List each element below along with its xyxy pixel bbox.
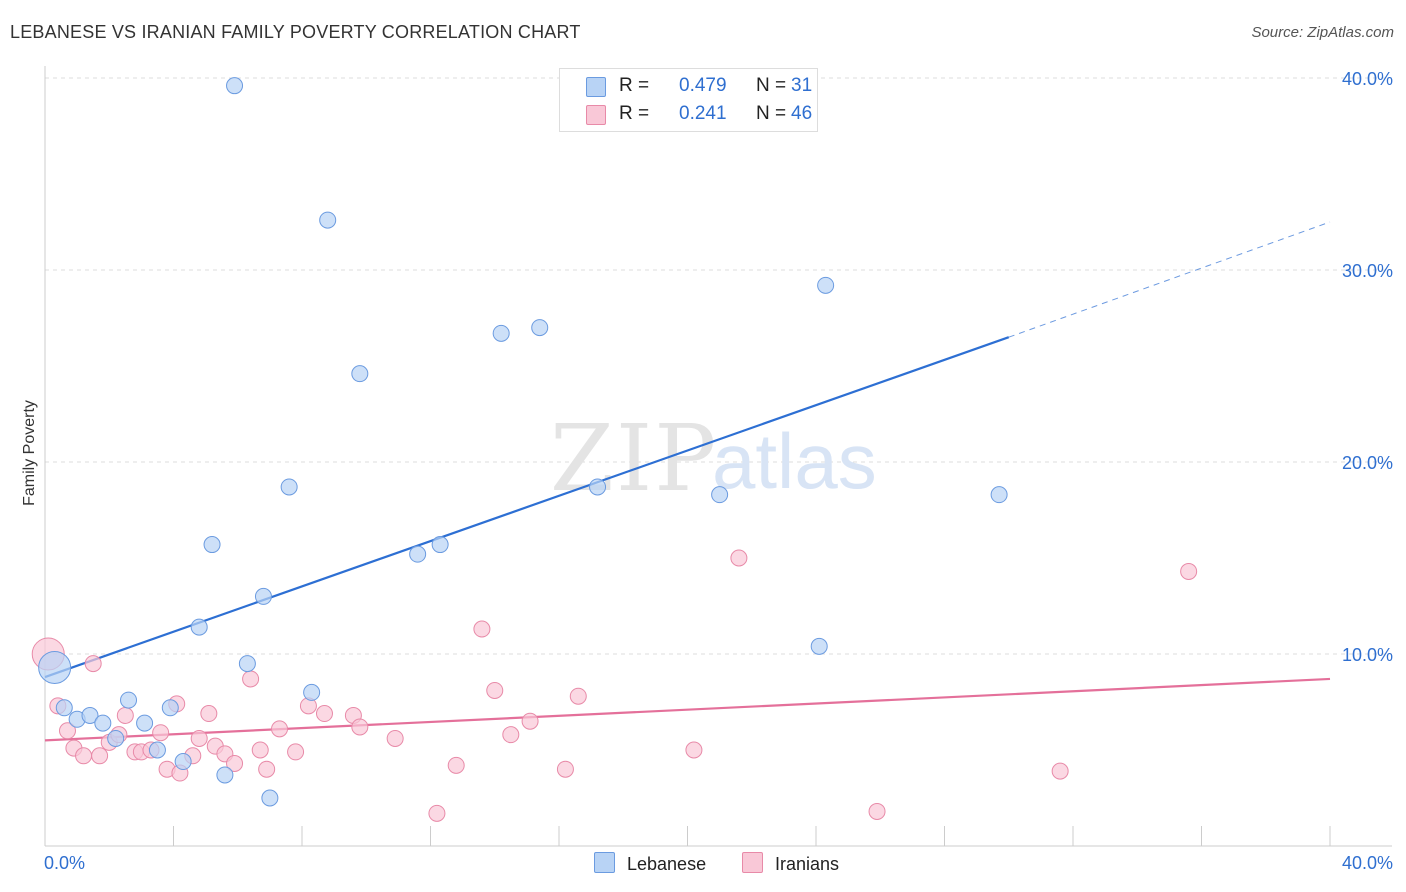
lebanese-point: [161, 699, 179, 717]
iranian-point: [190, 729, 208, 747]
r-label: R =: [619, 103, 650, 124]
lebanese-point: [94, 714, 112, 732]
legend-item-lebanese: Lebanese: [594, 852, 706, 876]
n-value: 31: [791, 75, 813, 96]
lebanese-point: [174, 753, 192, 771]
n-label: N =: [756, 75, 787, 96]
r-value: 0.479: [679, 75, 727, 96]
lebanese-point: [492, 324, 510, 342]
lebanese-point: [280, 478, 298, 496]
n-value: 46: [791, 103, 813, 124]
iranian-point: [226, 754, 244, 772]
lebanese-point: [589, 478, 607, 496]
r-value: 0.241: [679, 103, 727, 124]
iranian-point: [386, 729, 404, 747]
iranian-point: [447, 756, 465, 774]
source-label: Source: ZipAtlas.com: [1251, 24, 1394, 41]
data-points: [31, 77, 1198, 822]
lebanese-point: [817, 276, 835, 294]
lebanese-point: [55, 699, 73, 717]
lebanese-point: [120, 691, 138, 709]
chart-title: LEBANESE VS IRANIAN FAMILY POVERTY CORRE…: [10, 22, 581, 42]
iranian-trend-line: [44, 677, 1331, 742]
lebanese-point: [319, 211, 337, 229]
iranian-point: [287, 743, 305, 761]
lebanese-point: [409, 545, 427, 563]
lebanese-point: [38, 650, 72, 684]
lebanese-point: [238, 655, 256, 673]
correlation-legend: R = 0.479 N = 31 R = 0.241 N = 46: [559, 68, 818, 132]
trend-lines: [44, 221, 1331, 742]
lebanese-point: [226, 77, 244, 95]
iranian-point: [242, 670, 260, 688]
lebanese-point: [81, 706, 99, 724]
n-label: N =: [756, 103, 787, 124]
iranian-point: [486, 681, 504, 699]
iranian-point: [730, 549, 748, 567]
lebanese-point: [261, 789, 279, 807]
watermark-atlas: atlas: [712, 417, 877, 505]
iranian-point: [91, 747, 109, 765]
lebanese-point: [107, 729, 125, 747]
lebanese-trend-line: [44, 336, 1010, 679]
iranian-point: [351, 718, 369, 736]
legend-item-iranians: Iranians: [742, 852, 839, 876]
lebanese-point: [351, 365, 369, 383]
lebanese-point: [136, 714, 154, 732]
x-tick-label: 0.0%: [44, 853, 85, 873]
iranian-point: [271, 720, 289, 738]
iranian-swatch: [586, 105, 606, 125]
lebanese-point: [531, 319, 549, 337]
iranian-legend-label: Iranians: [775, 854, 840, 874]
lebanese-swatch: [586, 77, 606, 97]
y-tick-label: 10.0%: [1342, 645, 1393, 665]
lebanese-point: [203, 536, 221, 554]
lebanese-point: [303, 683, 321, 701]
iranian-point: [258, 760, 276, 778]
watermark-zip: ZIP: [550, 405, 718, 512]
lebanese-point: [810, 637, 828, 655]
lebanese-point: [711, 486, 729, 504]
x-tick-label: 40.0%: [1342, 853, 1393, 873]
iranian-point: [116, 706, 134, 724]
r-label: R =: [619, 75, 650, 96]
iranian-point: [502, 726, 520, 744]
iranian-point: [868, 802, 886, 820]
axes: [44, 66, 1392, 847]
iranian-point: [521, 712, 539, 730]
iranian-point: [251, 741, 269, 759]
y-tick-label: 40.0%: [1342, 69, 1393, 89]
lebanese-point: [254, 587, 272, 605]
iranian-point: [428, 804, 446, 822]
lebanese-point: [216, 766, 234, 784]
lebanese-trend-extension: [1008, 221, 1331, 338]
tick-labels: 10.0% 20.0% 30.0% 40.0% 0.0% 40.0%: [44, 69, 1393, 873]
y-axis-label: Family Poverty: [21, 400, 38, 506]
iranian-point: [1180, 562, 1198, 580]
iranian-point: [1051, 762, 1069, 780]
watermark: ZIP atlas: [550, 405, 877, 512]
lebanese-point: [148, 741, 166, 759]
iranian-point: [473, 620, 491, 638]
lebanese-point: [990, 486, 1008, 504]
iranian-point: [556, 760, 574, 778]
y-tick-label: 20.0%: [1342, 453, 1393, 473]
iranian-point: [75, 747, 93, 765]
iranian-point: [569, 687, 587, 705]
iranian-point: [152, 724, 170, 742]
iranian-point: [685, 741, 703, 759]
lebanese-legend-label: Lebanese: [627, 854, 707, 874]
y-tick-label: 30.0%: [1342, 261, 1393, 281]
iranian-legend-swatch: [742, 852, 763, 873]
iranian-point: [58, 722, 76, 740]
iranian-point: [315, 705, 333, 723]
lebanese-point: [190, 618, 208, 636]
iranian-point: [84, 655, 102, 673]
lebanese-point: [431, 536, 449, 554]
lebanese-legend-swatch: [594, 852, 615, 873]
iranian-point: [200, 705, 218, 723]
